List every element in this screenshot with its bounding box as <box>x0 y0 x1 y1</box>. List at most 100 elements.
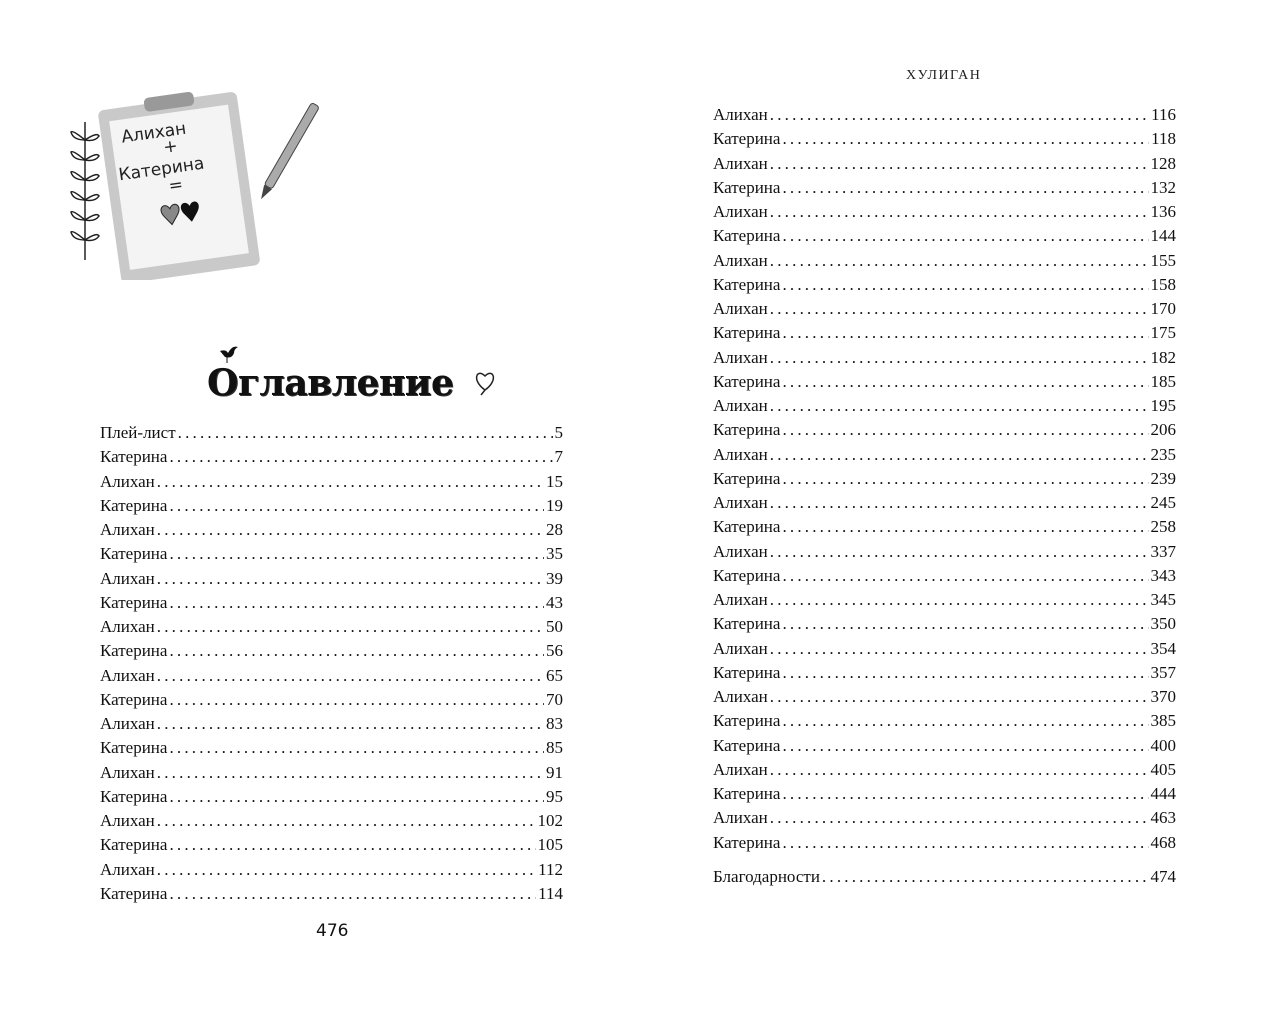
toc-entry[interactable]: Катерина 343 <box>713 564 1176 588</box>
toc-entry[interactable]: Алихан 463 <box>713 806 1176 830</box>
toc-entry-title: Катерина <box>713 832 781 852</box>
toc-entry-title: Алихан <box>100 617 155 636</box>
toc-left-column: Плей-лист5Катерина7Алихан15Катерина19Али… <box>100 421 563 906</box>
dot-leader <box>782 224 1148 248</box>
toc-entry[interactable]: Катерина 105 <box>100 833 563 857</box>
toc-entry[interactable]: Алихан 83 <box>100 712 563 736</box>
toc-entry[interactable]: Катерина 19 <box>100 494 563 518</box>
toc-entry[interactable]: Алихан 245 <box>713 491 1176 515</box>
toc-entry[interactable]: Алихан 15 <box>100 470 563 494</box>
toc-entry-page: 195 <box>1150 396 1177 415</box>
toc-entry[interactable]: Катерина 350 <box>713 612 1176 636</box>
toc-entry[interactable]: Алихан 128 <box>713 152 1176 176</box>
toc-entry-title: Катерина <box>713 614 781 634</box>
toc-entry-page: 182 <box>1150 347 1177 367</box>
toc-entry-page: 405 <box>1150 759 1177 779</box>
page-number: 476 <box>316 921 349 941</box>
toc-entry-page: 474 <box>1150 866 1177 886</box>
toc-entry[interactable]: Катерина 95 <box>100 785 563 809</box>
toc-entry-title: Алихан <box>100 471 155 491</box>
toc-entry[interactable]: Катерина 114 <box>100 882 563 906</box>
running-head: ХУЛИГАН <box>906 68 982 83</box>
toc-entry[interactable]: Катерина 185 <box>713 370 1176 394</box>
toc-entry[interactable]: Катерина 400 <box>713 734 1176 758</box>
toc-entry[interactable]: Катерина 444 <box>713 782 1176 806</box>
toc-entry-title: Катерина <box>713 711 781 731</box>
toc-entry-page: 19 <box>546 495 563 515</box>
toc-entry[interactable]: Катерина 7 <box>100 445 563 469</box>
toc-entry-title: Алихан <box>100 665 155 685</box>
toc-entry[interactable]: Алихан 155 <box>713 249 1176 273</box>
toc-entry[interactable]: Катерина 43 <box>100 591 563 615</box>
dot-leader <box>782 321 1148 345</box>
dot-leader <box>822 865 1149 889</box>
toc-entry[interactable]: Алихан 116 <box>713 103 1176 127</box>
toc-entry[interactable]: Алихан 112 <box>100 858 563 882</box>
toc-entry[interactable]: Катерина 85 <box>100 736 563 760</box>
toc-entry[interactable]: Алихан 136 <box>713 200 1176 224</box>
toc-entry-page: 118 <box>1151 129 1176 149</box>
toc-entry-title: Катерина <box>100 883 168 903</box>
branch-icon <box>70 122 100 260</box>
toc-entry[interactable]: Катерина 357 <box>713 661 1176 685</box>
dot-leader <box>782 831 1148 855</box>
toc-entry[interactable]: Алихан 170 <box>713 297 1176 321</box>
toc-entry-page: 102 <box>537 811 564 830</box>
toc-entry[interactable]: Катерина 258 <box>713 515 1176 539</box>
toc-entry-page: 258 <box>1150 517 1177 537</box>
toc-entry[interactable]: Катерина 175 <box>713 321 1176 345</box>
toc-entry[interactable]: Благодарности 474 <box>713 865 1176 889</box>
toc-entry[interactable]: Катерина 35 <box>100 542 563 566</box>
toc-entry-title: Катерина <box>100 835 168 855</box>
toc-entry-page: 65 <box>546 665 563 685</box>
dot-leader <box>782 709 1148 733</box>
toc-entry-page: 128 <box>1150 153 1177 173</box>
toc-entry[interactable]: Алихан 91 <box>100 761 563 785</box>
clipboard-equals: = <box>167 175 184 197</box>
dot-leader <box>770 491 1149 515</box>
toc-entry[interactable]: Катерина 118 <box>713 127 1176 151</box>
toc-entry[interactable]: Алихан 65 <box>100 664 563 688</box>
toc-entry[interactable]: Плей-лист 5 <box>100 421 563 445</box>
toc-entry[interactable]: Алихан 405 <box>713 758 1176 782</box>
toc-entry[interactable]: Алихан 345 <box>713 588 1176 612</box>
toc-entry-title: Алихан <box>713 541 768 561</box>
toc-entry[interactable]: Катерина 158 <box>713 273 1176 297</box>
toc-entry[interactable]: Алихан 182 <box>713 346 1176 370</box>
toc-entry[interactable]: Катерина 468 <box>713 831 1176 855</box>
toc-entry-page: 43 <box>546 592 563 612</box>
toc-entry[interactable]: Катерина 239 <box>713 467 1176 491</box>
toc-entry-title: Катерина <box>713 565 781 585</box>
dot-leader <box>782 273 1148 297</box>
toc-entry-title: Алихан <box>713 759 768 779</box>
dot-leader <box>770 685 1149 709</box>
toc-entry[interactable]: Алихан 337 <box>713 540 1176 564</box>
dot-leader <box>770 297 1149 321</box>
toc-entry[interactable]: Алихан 39 <box>100 567 563 591</box>
dot-leader <box>178 421 553 445</box>
toc-entry[interactable]: Алихан 370 <box>713 685 1176 709</box>
toc-entry-page: 132 <box>1150 177 1177 197</box>
toc-entry-title: Алихан <box>713 638 768 658</box>
toc-entry[interactable]: Катерина 206 <box>713 418 1176 442</box>
toc-entry[interactable]: Катерина 132 <box>713 176 1176 200</box>
toc-entry-title: Катерина <box>713 371 781 391</box>
toc-entry[interactable]: Алихан 354 <box>713 637 1176 661</box>
toc-entry[interactable]: Алихан 235 <box>713 443 1176 467</box>
toc-entry[interactable]: Алихан 102 <box>100 809 563 833</box>
toc-entry[interactable]: Катерина 56 <box>100 639 563 663</box>
toc-entry-page: 175 <box>1150 323 1177 343</box>
toc-entry-title: Алихан <box>713 493 768 512</box>
dot-leader <box>770 249 1149 273</box>
toc-entry-page: 337 <box>1150 541 1177 561</box>
dot-leader <box>157 518 544 542</box>
dot-leader <box>157 858 536 882</box>
toc-entry-title: Катерина <box>713 517 781 537</box>
toc-entry[interactable]: Алихан 195 <box>713 394 1176 418</box>
toc-entry[interactable]: Катерина 144 <box>713 224 1176 248</box>
dot-leader <box>770 806 1149 830</box>
toc-entry[interactable]: Алихан 28 <box>100 518 563 542</box>
toc-entry[interactable]: Алихан 50 <box>100 615 563 639</box>
toc-entry[interactable]: Катерина 70 <box>100 688 563 712</box>
toc-entry[interactable]: Катерина 385 <box>713 709 1176 733</box>
